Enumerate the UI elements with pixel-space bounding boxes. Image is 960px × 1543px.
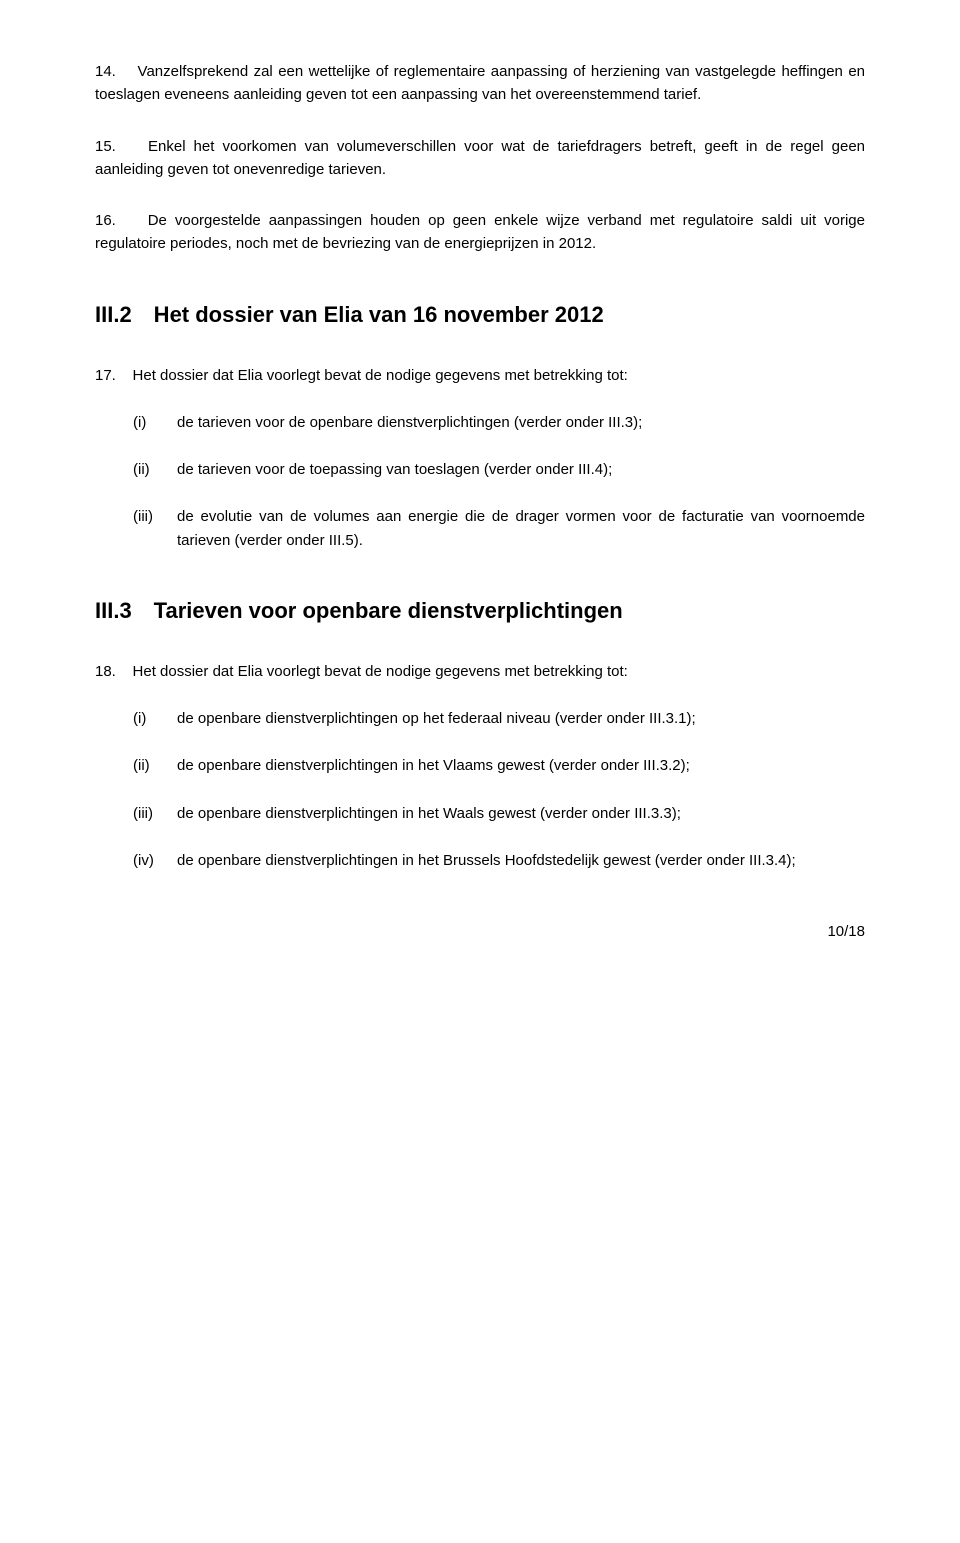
para-text: Het dossier dat Elia voorlegt bevat de n… [133,663,628,680]
paragraph-16: 16. De voorgestelde aanpassingen houden … [95,209,865,256]
para-text: Het dossier dat Elia voorlegt bevat de n… [133,367,628,384]
paragraph-17: 17. Het dossier dat Elia voorlegt bevat … [95,364,865,387]
para-text: Enkel het voorkomen van volumeverschille… [95,138,865,178]
list-item: (ii) de openbare dienstverplichtingen in… [95,754,865,777]
para-number: 17. [95,367,116,384]
section-heading-III3: III.3 Tarieven voor openbare dienstverpl… [95,594,865,628]
paragraph-18: 18. Het dossier dat Elia voorlegt bevat … [95,660,865,683]
list-item: (i) de tarieven voor de openbare dienstv… [95,411,865,434]
para-number: 16. [95,212,116,229]
list-item: (i) de openbare dienstverplichtingen op … [95,707,865,730]
list-item: (iii) de evolutie van de volumes aan ene… [95,505,865,552]
list-marker: (i) [133,707,177,730]
list-item: (iii) de openbare dienstverplichtingen i… [95,802,865,825]
list-text: de tarieven voor de toepassing van toesl… [177,458,865,481]
para-number: 14. [95,63,116,80]
list-text: de evolutie van de volumes aan energie d… [177,505,865,552]
list-marker: (iv) [133,849,177,872]
list-text: de tarieven voor de openbare dienstverpl… [177,411,865,434]
list-text: de openbare dienstverplichtingen in het … [177,754,865,777]
list-marker: (iii) [133,802,177,825]
paragraph-14: 14. Vanzelfsprekend zal een wettelijke o… [95,60,865,107]
para-text: Vanzelfsprekend zal een wettelijke of re… [95,63,865,103]
para-number: 15. [95,138,116,155]
section-heading-III2: III.2 Het dossier van Elia van 16 novemb… [95,298,865,332]
list-marker: (i) [133,411,177,434]
list-marker: (ii) [133,458,177,481]
paragraph-15: 15. Enkel het voorkomen van volumeversch… [95,135,865,182]
list-text: de openbare dienstverplichtingen in het … [177,802,865,825]
list-text: de openbare dienstverplichtingen op het … [177,707,865,730]
list-item: (ii) de tarieven voor de toepassing van … [95,458,865,481]
para-number: 18. [95,663,116,680]
list-item: (iv) de openbare dienstverplichtingen in… [95,849,865,872]
list-text: de openbare dienstverplichtingen in het … [177,849,865,872]
list-marker: (iii) [133,505,177,552]
list-marker: (ii) [133,754,177,777]
page-number: 10/18 [95,920,865,943]
para-text: De voorgestelde aanpassingen houden op g… [95,212,865,252]
